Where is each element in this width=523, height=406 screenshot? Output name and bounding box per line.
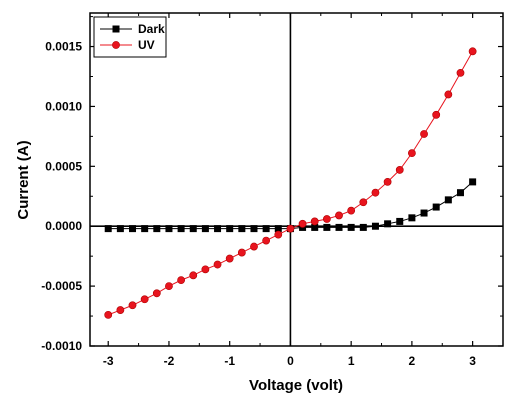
data-point-uv bbox=[310, 217, 319, 226]
data-point-uv bbox=[165, 282, 173, 291]
data-point-dark bbox=[432, 203, 440, 211]
data-point-dark bbox=[201, 225, 209, 233]
data-point-dark bbox=[262, 225, 270, 233]
data-point-uv bbox=[177, 276, 186, 285]
data-point-dark bbox=[384, 220, 392, 228]
data-point-uv bbox=[201, 265, 210, 274]
data-point-uv bbox=[225, 254, 234, 263]
data-point-dark bbox=[456, 189, 464, 197]
data-point-dark bbox=[226, 225, 234, 233]
data-point-uv bbox=[468, 47, 477, 56]
data-point-uv bbox=[432, 110, 441, 119]
data-point-dark bbox=[141, 225, 149, 233]
x-tick-label: 3 bbox=[469, 354, 476, 368]
data-point-dark bbox=[274, 225, 282, 233]
y-tick-label: 0.0005 bbox=[45, 159, 82, 173]
data-point-uv bbox=[213, 260, 222, 269]
data-point-uv bbox=[152, 289, 161, 298]
data-point-dark bbox=[189, 225, 197, 233]
data-point-dark bbox=[250, 225, 258, 233]
data-point-uv bbox=[420, 130, 428, 138]
data-point-uv bbox=[347, 206, 356, 215]
data-point-dark bbox=[408, 214, 416, 222]
data-point-uv bbox=[359, 198, 368, 207]
x-tick-label: 2 bbox=[409, 354, 416, 368]
y-tick-label: 0.0000 bbox=[45, 219, 82, 233]
x-axis: -3 -2 -1 0 1 2 3 bbox=[103, 13, 476, 368]
y-axis: -0.0010 -0.0005 0.0000 0.0005 0.0010 0.0015 bbox=[41, 16, 503, 353]
legend-marker-dark bbox=[112, 25, 120, 33]
data-point-dark bbox=[177, 225, 185, 233]
x-tick-label: -3 bbox=[103, 354, 114, 368]
data-point-uv bbox=[444, 90, 453, 99]
y-axis-title: Current (A) bbox=[15, 140, 32, 219]
data-point-uv bbox=[262, 236, 271, 245]
data-point-dark bbox=[311, 223, 319, 231]
x-tick-label: 1 bbox=[348, 354, 355, 368]
data-point-uv bbox=[116, 306, 125, 314]
y-tick-label: 0.0010 bbox=[45, 99, 82, 113]
data-point-dark bbox=[153, 225, 161, 233]
data-point-uv bbox=[274, 230, 283, 239]
data-point-uv bbox=[128, 301, 137, 310]
y-tick-label: -0.0010 bbox=[41, 339, 82, 353]
plot-frame bbox=[89, 12, 504, 347]
data-point-dark bbox=[129, 225, 137, 233]
data-point-uv bbox=[407, 149, 416, 158]
data-point-uv bbox=[286, 224, 295, 233]
legend-box bbox=[93, 16, 167, 58]
data-point-dark bbox=[238, 225, 246, 233]
data-point-dark bbox=[444, 196, 452, 204]
data-point-uv bbox=[104, 310, 113, 319]
legend-label-uv: UV bbox=[138, 38, 155, 52]
data-point-dark bbox=[214, 225, 222, 233]
legend-marker-uv bbox=[112, 41, 120, 49]
data-point-uv bbox=[140, 295, 149, 304]
legend-label-dark: Dark bbox=[138, 22, 165, 36]
data-point-dark bbox=[335, 223, 343, 231]
data-point-uv bbox=[298, 219, 307, 228]
x-tick-label: 0 bbox=[287, 354, 294, 368]
data-point-dark bbox=[165, 225, 173, 233]
data-point-dark bbox=[396, 217, 404, 225]
data-point-dark bbox=[347, 223, 355, 231]
x-tick-label: -2 bbox=[164, 354, 175, 368]
legend: Dark UV bbox=[93, 16, 167, 58]
data-point-dark bbox=[469, 178, 477, 186]
data-point-uv bbox=[456, 68, 465, 77]
x-tick-label: -1 bbox=[224, 354, 235, 368]
data-point-uv bbox=[371, 188, 380, 197]
data-point-uv bbox=[322, 215, 331, 223]
series-layer bbox=[104, 47, 477, 319]
data-point-dark bbox=[323, 223, 331, 231]
data-point-uv bbox=[250, 242, 258, 251]
x-axis-title: Voltage (volt) bbox=[249, 377, 343, 394]
data-point-uv bbox=[395, 166, 404, 174]
data-point-uv bbox=[383, 177, 392, 186]
data-point-uv bbox=[237, 248, 246, 257]
y-tick-label: -0.0005 bbox=[41, 279, 82, 293]
data-point-dark bbox=[104, 225, 112, 233]
y-tick-label: 0.0015 bbox=[45, 40, 82, 54]
data-point-dark bbox=[359, 223, 367, 231]
data-point-dark bbox=[420, 209, 428, 217]
data-point-uv bbox=[335, 211, 343, 220]
data-point-uv bbox=[189, 271, 198, 280]
data-point-dark bbox=[371, 222, 379, 230]
data-point-dark bbox=[116, 225, 124, 233]
